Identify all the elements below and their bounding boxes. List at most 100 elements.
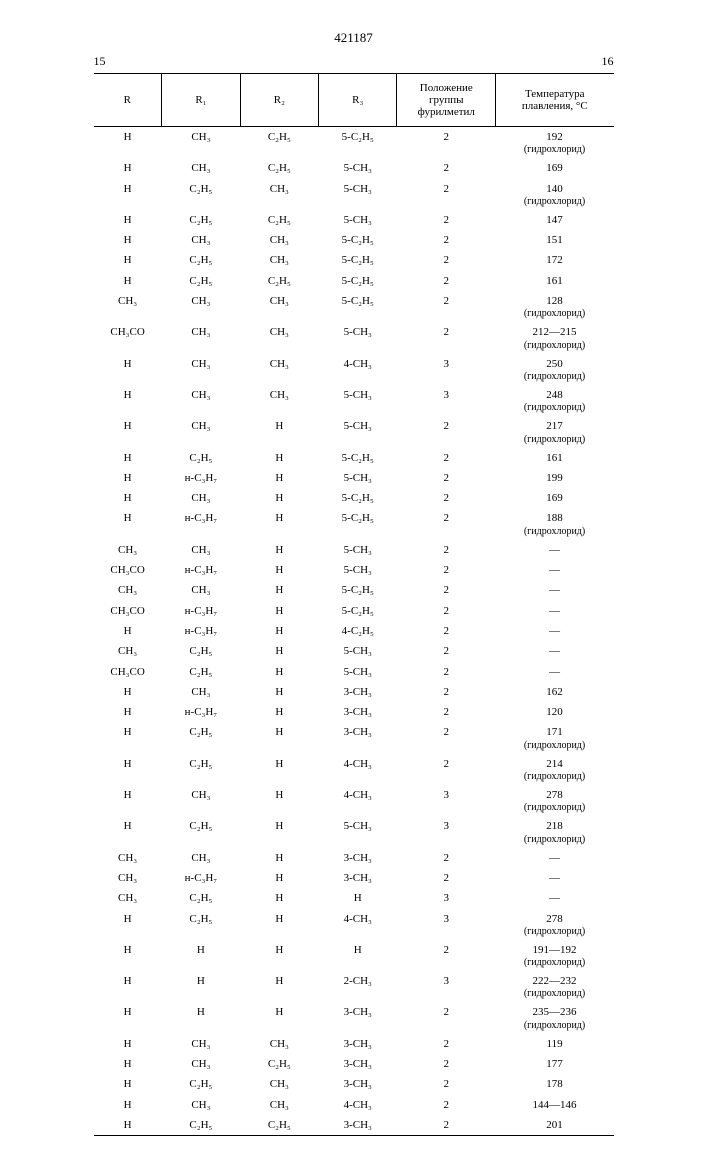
cell-temp-note: (гидрохлорид) [500,802,610,813]
cell-temp-note: (гидрохлорид) [500,957,610,968]
cell-pos: 2 [397,127,496,159]
cell-temp: 178 [496,1074,614,1094]
cell-r1: H [162,940,240,971]
cell-r1: CH₃ [162,158,240,178]
cell-temp: 169 [496,488,614,508]
cell-r: H [94,448,162,468]
cell-temp-note: (гидрохлорид) [500,340,610,351]
cell-pos: 2 [397,230,496,250]
header-r2: R₂ [240,74,318,127]
cell-temp-note: (гидрохлорид) [500,371,610,382]
cell-temp-note: (гидрохлорид) [500,196,610,207]
cell-r: CH₃CO [94,322,162,353]
cell-r: CH₃ [94,848,162,868]
cell-temp: — [496,868,614,888]
cell-r2: H [240,601,318,621]
document-number: 421187 [50,30,657,46]
cell-r3: 5-C₂H₅ [319,230,397,250]
table-row: CH₃COн-C₃H₇H5-CH₃2— [94,560,614,580]
cell-temp: 201 [496,1115,614,1136]
cell-temp-note: (гидрохлорид) [500,308,610,319]
cell-temp: 248(гидрохлорид) [496,385,614,416]
table-row: HCH₃H5-CH₃2217(гидрохлорид) [94,416,614,447]
cell-r3: 4-CH₃ [319,354,397,385]
cell-r: H [94,158,162,178]
cell-r1: C₂H₅ [162,816,240,847]
cell-r: CH₃ [94,888,162,908]
cell-r: H [94,468,162,488]
cell-r: H [94,210,162,230]
cell-r2: C₂H₅ [240,127,318,159]
cell-r1: C₂H₅ [162,754,240,785]
cell-pos: 2 [397,322,496,353]
cell-temp-note: (гидрохлорид) [500,771,610,782]
cell-temp: 144—146 [496,1095,614,1115]
cell-r: H [94,1095,162,1115]
cell-pos: 2 [397,940,496,971]
cell-r3: 5-CH₃ [319,179,397,210]
table-row: HC₂H₅CH₃3-CH₃2178 [94,1074,614,1094]
cell-temp: 120 [496,702,614,722]
table-row: CH₃COн-C₃H₇H5-C₂H₅2— [94,601,614,621]
cell-pos: 3 [397,354,496,385]
table-row: Hн-C₃H₇H4-C₂H₅2— [94,621,614,641]
cell-r3: 4-CH₃ [319,754,397,785]
table-header-row: R R₁ R₂ R₃ Положение группы фурилметил Т… [94,74,614,127]
table-row: CH₃н-C₃H₇H3-CH₃2— [94,868,614,888]
cell-r: H [94,488,162,508]
cell-r2: CH₃ [240,385,318,416]
cell-pos: 3 [397,385,496,416]
cell-pos: 2 [397,1002,496,1033]
cell-r3: 5-CH₃ [319,158,397,178]
cell-r: H [94,909,162,940]
cell-r3: 3-CH₃ [319,1054,397,1074]
cell-r: CH₃ [94,540,162,560]
cell-r3: 3-CH₃ [319,1074,397,1094]
cell-temp: 192(гидрохлорид) [496,127,614,159]
table-row: Hн-C₃H₇H5-C₂H₅2188(гидрохлорид) [94,508,614,539]
cell-r2: H [240,580,318,600]
cell-r: CH₃ [94,580,162,600]
cell-r2: H [240,508,318,539]
table-row: HC₂H₅CH₃5-C₂H₅2172 [94,250,614,270]
cell-r: H [94,702,162,722]
table-row: HCH₃CH₃3-CH₃2119 [94,1034,614,1054]
cell-r2: H [240,785,318,816]
cell-r3: 4-CH₃ [319,909,397,940]
table-row: HC₂H₅C₂H₅3-CH₃2201 [94,1115,614,1136]
cell-r: H [94,179,162,210]
cell-r2: CH₃ [240,1034,318,1054]
cell-r1: H [162,971,240,1002]
cell-pos: 2 [397,722,496,753]
table-row: CH₃CH₃H5-CH₃2— [94,540,614,560]
cell-r: H [94,508,162,539]
cell-r3: 5-CH₃ [319,662,397,682]
cell-r3: 3-CH₃ [319,702,397,722]
cell-pos: 2 [397,868,496,888]
cell-temp: 169 [496,158,614,178]
cell-r: H [94,1115,162,1136]
cell-r2: H [240,754,318,785]
cell-r2: H [240,682,318,702]
cell-r1: CH₃ [162,385,240,416]
table-row: HCH₃C₂H₅5-CH₃2169 [94,158,614,178]
cell-r: H [94,754,162,785]
cell-temp: — [496,580,614,600]
cell-r1: CH₃ [162,1034,240,1054]
cell-pos: 3 [397,816,496,847]
cell-r1: CH₃ [162,1095,240,1115]
cell-r: H [94,621,162,641]
cell-r1: C₂H₅ [162,662,240,682]
table-row: Hн-C₃H₇H3-CH₃2120 [94,702,614,722]
table-row: HC₂H₅H5-CH₃3218(гидрохлорид) [94,816,614,847]
cell-r1: C₂H₅ [162,448,240,468]
cell-r2: H [240,868,318,888]
cell-r2: H [240,722,318,753]
cell-r3: 3-CH₃ [319,1034,397,1054]
cell-r: H [94,385,162,416]
cell-r2: C₂H₅ [240,271,318,291]
cell-r1: CH₃ [162,322,240,353]
cell-r2: H [240,909,318,940]
cell-r1: C₂H₅ [162,271,240,291]
cell-r1: C₂H₅ [162,210,240,230]
